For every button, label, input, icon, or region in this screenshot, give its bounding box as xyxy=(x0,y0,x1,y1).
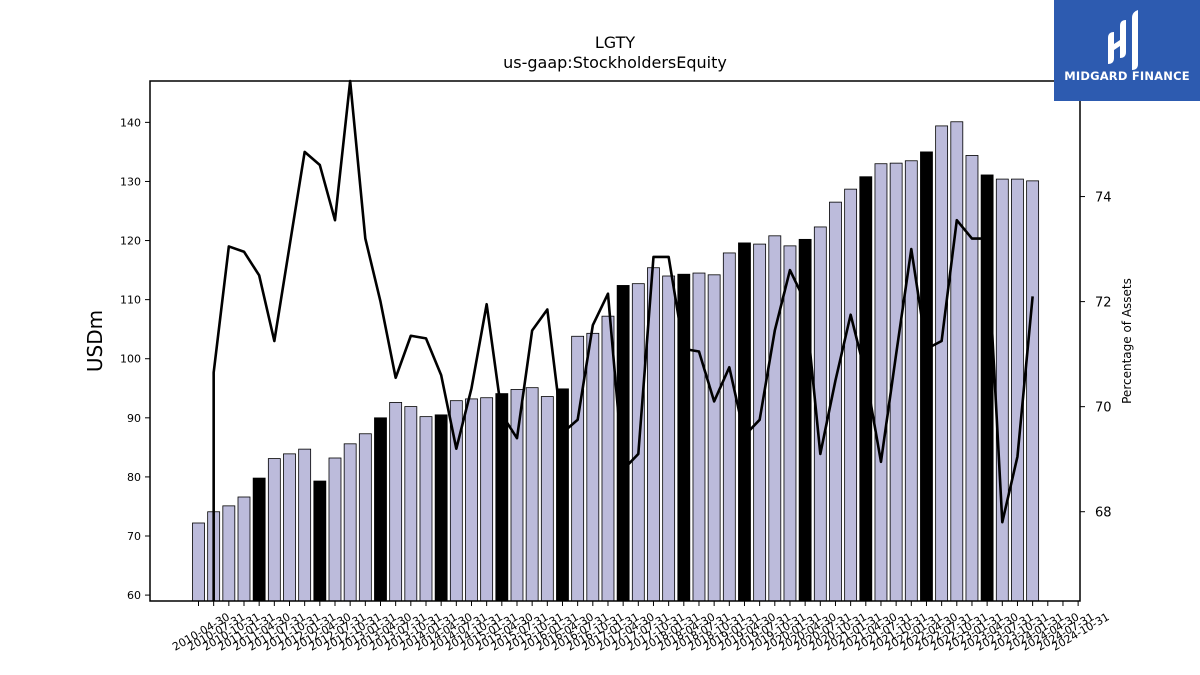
bar xyxy=(540,396,554,602)
bar xyxy=(404,406,418,602)
bar xyxy=(935,125,949,602)
bar xyxy=(298,448,312,602)
y-tick-label: 110 xyxy=(120,294,141,307)
logo-text: MIDGARD FINANCE xyxy=(1064,69,1190,83)
bar xyxy=(480,397,494,602)
bar xyxy=(874,163,888,602)
y-axis-right-label: Percentage of Assets xyxy=(1120,278,1134,404)
bar xyxy=(692,272,706,602)
bars-group xyxy=(192,121,1040,602)
bar xyxy=(192,522,205,602)
bar xyxy=(950,121,964,602)
bar xyxy=(1011,178,1024,602)
y-axis-right: 68 70 72 74 xyxy=(1080,191,1112,521)
y-axis-label: USDm xyxy=(83,310,107,372)
bar xyxy=(267,458,281,602)
y-tick-label: 80 xyxy=(127,471,141,484)
bar xyxy=(965,155,979,602)
y-tick-label: 100 xyxy=(120,353,141,366)
y-right-tick-label: 68 xyxy=(1095,506,1112,521)
bar xyxy=(525,387,539,602)
y-tick-label: 70 xyxy=(127,530,141,543)
y-right-tick-label: 74 xyxy=(1095,191,1112,206)
y-axis-left: 60 70 80 90 100 110 120 130 140 xyxy=(120,116,150,602)
bar xyxy=(601,315,615,602)
bar xyxy=(571,335,585,602)
brand-logo: MIDGARD FINANCE xyxy=(1054,0,1200,101)
bar xyxy=(358,433,372,602)
y-tick-label: 60 xyxy=(127,589,141,602)
bar xyxy=(722,252,736,602)
bar xyxy=(920,151,933,602)
bar xyxy=(707,274,721,602)
bar xyxy=(313,480,327,602)
chart-title: LGTY xyxy=(595,33,636,52)
bar xyxy=(328,457,342,602)
bar xyxy=(768,235,782,602)
bar xyxy=(510,389,524,602)
bar xyxy=(237,496,251,602)
bar xyxy=(343,443,357,602)
series-line xyxy=(212,79,1034,601)
bar xyxy=(434,414,448,602)
bar xyxy=(495,393,509,602)
bar xyxy=(783,245,797,602)
y-tick-label: 130 xyxy=(120,175,141,188)
bar xyxy=(252,477,266,602)
bar xyxy=(389,402,403,602)
bar xyxy=(283,453,296,602)
bar xyxy=(465,398,478,602)
bar xyxy=(1026,180,1040,602)
bar xyxy=(904,160,918,602)
bar xyxy=(586,332,600,602)
line-group xyxy=(212,79,1034,601)
bar xyxy=(374,417,387,602)
bar xyxy=(859,176,873,602)
bar xyxy=(844,188,858,602)
bar xyxy=(616,285,630,602)
bar xyxy=(995,178,1009,602)
bar xyxy=(419,416,433,602)
y-tick-label: 120 xyxy=(120,235,141,248)
y-tick-label: 90 xyxy=(127,412,141,425)
plot-frame xyxy=(149,80,1081,602)
bar xyxy=(662,275,676,602)
bar xyxy=(222,505,236,602)
x-axis: 2010-04-302010-07-312010-10-312011-01-31… xyxy=(170,601,1112,654)
y-right-tick-label: 72 xyxy=(1095,296,1112,311)
logo-mark-icon xyxy=(1108,10,1138,70)
y-right-tick-label: 70 xyxy=(1095,401,1112,416)
y-tick-label: 140 xyxy=(120,116,141,129)
bar xyxy=(556,388,569,602)
chart-subtitle: us-gaap:StockholdersEquity xyxy=(503,53,727,72)
